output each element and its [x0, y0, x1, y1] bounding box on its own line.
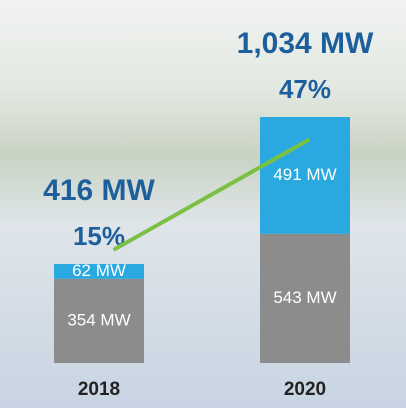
chart: 354 MW62 MW15%416 MW2018543 MW491 MW47%1… [0, 0, 406, 408]
total-label: 1,034 MW [237, 27, 374, 60]
segment-label: 543 MW [273, 288, 336, 307]
percent-label: 47% [279, 74, 331, 104]
segment-label: 354 MW [67, 310, 130, 329]
category-label: 2020 [284, 379, 326, 400]
category-label: 2018 [78, 379, 120, 400]
page: {"chart_data": {"type": "bar", "stacked"… [0, 0, 406, 408]
total-label: 416 MW [43, 174, 155, 207]
segment-label: 62 MW [72, 261, 126, 280]
segment-label: 491 MW [273, 165, 336, 184]
